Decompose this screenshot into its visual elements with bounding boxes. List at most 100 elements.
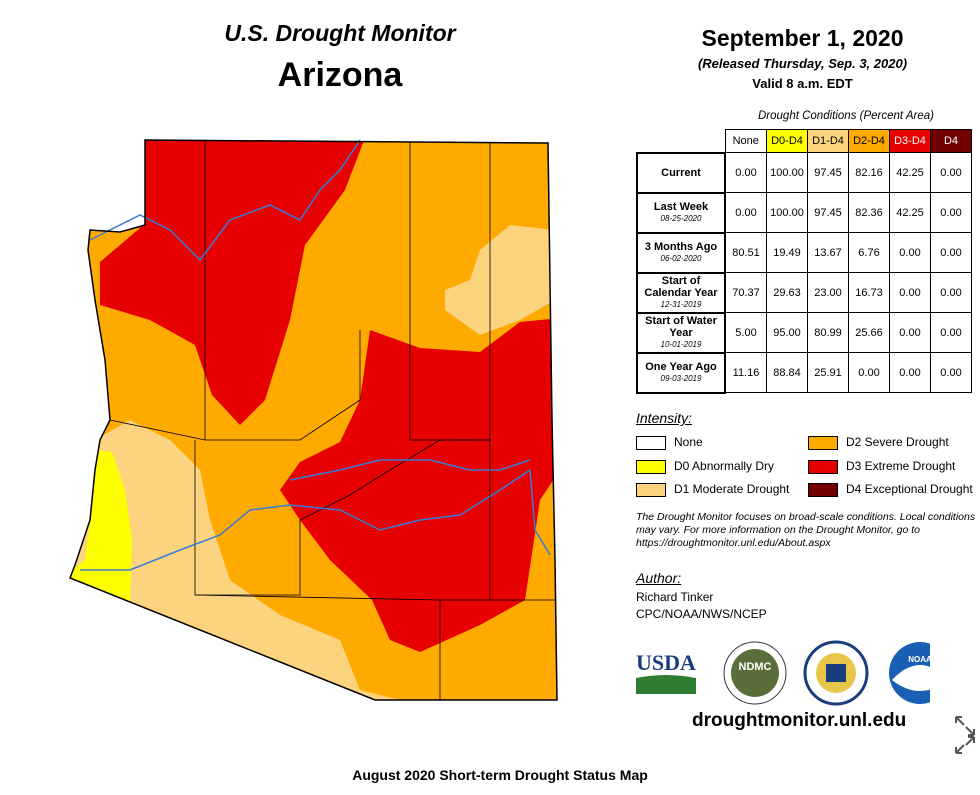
table-cell: 42.25 (889, 192, 931, 233)
d1-area (445, 225, 555, 335)
logos: USDA NDMC NOAA (636, 640, 930, 706)
expand-icon[interactable] (952, 713, 978, 755)
table-cell: 82.36 (848, 192, 890, 233)
legend-item: D3 Extreme Drought (808, 458, 955, 474)
caption: August 2020 Short-term Drought Status Ma… (352, 767, 648, 783)
legend-swatch (808, 435, 838, 450)
legend-swatch (808, 482, 838, 497)
noaa-logo: NOAA (889, 642, 930, 704)
table-cell: 88.84 (766, 352, 808, 393)
column-header: D0-D4 (766, 129, 808, 153)
legend-item: D1 Moderate Drought (636, 481, 789, 497)
logo-shape (731, 649, 779, 697)
table-cell: 29.63 (766, 272, 808, 313)
legend-title: Intensity: (636, 410, 693, 426)
column-header: D4 (930, 129, 972, 153)
table-cell: 100.00 (766, 192, 808, 233)
legend-label: D0 Abnormally Dry (674, 459, 775, 473)
county-line (194, 440, 301, 596)
column-header: None (724, 129, 767, 153)
row-label: Start of Water Year 10-01-2019 (636, 311, 726, 354)
table-cell: 6.76 (848, 232, 890, 273)
ndmc-logo: NDMC (723, 641, 787, 705)
state-name: Arizona (277, 56, 403, 94)
icon (955, 716, 975, 754)
row-date: 08-25-2020 (660, 213, 702, 223)
table-cell: 0.00 (848, 352, 890, 393)
title: U.S. Drought Monitor (224, 20, 456, 46)
legend-item: D4 Exceptional Drought (808, 481, 973, 497)
row-title: Last Week (653, 200, 709, 213)
map-date: September 1, 2020 (701, 25, 904, 51)
row-label: One Year Ago 09-03-2019 (636, 351, 726, 394)
table-cell: 0.00 (930, 232, 972, 273)
county-line (204, 140, 361, 441)
table-cell: 5.00 (724, 312, 767, 353)
table-cell: 80.99 (807, 312, 849, 353)
table-cell: 23.00 (807, 272, 849, 313)
table-row: Current 0.00 100.00 97.45 82.16 42.25 0.00 (636, 151, 972, 194)
logo-shape (636, 675, 696, 694)
row-date: 06-02-2020 (660, 253, 702, 263)
table-row: 3 Months Ago 06-02-2020 80.51 19.49 13.67 6.7… (636, 231, 972, 274)
table-cell: 19.49 (766, 232, 808, 273)
row-date: 09-03-2019 (660, 373, 702, 383)
logo-text: USDA (636, 650, 696, 675)
logo-text: NDMC (739, 661, 772, 673)
row-label: Start of Calendar Year 12-31-2019 (636, 271, 726, 314)
legend-swatch (808, 459, 838, 474)
table-cell: 0.00 (930, 152, 972, 193)
table-cell: 0.00 (889, 232, 931, 273)
table-cell: 0.00 (930, 312, 972, 353)
row-title: One Year Ago (645, 360, 717, 373)
d3-area (100, 140, 368, 425)
table-cell: 80.51 (724, 232, 767, 273)
logo-shape (826, 664, 846, 682)
legend-label: D1 Moderate Drought (674, 482, 790, 496)
table-cell: 13.67 (807, 232, 849, 273)
table-row: Last Week 08-25-2020 0.00 100.00 97.45 82.36 4… (636, 191, 972, 234)
column-header: D3-D4 (889, 129, 931, 153)
table-cell: 0.00 (889, 312, 931, 353)
table-cell: 0.00 (930, 192, 972, 233)
table-cell: 42.25 (889, 152, 931, 193)
table-cell: 0.00 (930, 272, 972, 313)
legend-label: None (674, 435, 703, 449)
table-cell: 100.00 (766, 152, 808, 193)
river (89, 139, 361, 262)
doc-seal (803, 640, 869, 706)
row-label: Last Week 08-25-2020 (636, 191, 726, 234)
legend-swatch (636, 482, 666, 497)
legend-swatch (636, 459, 666, 474)
website: droughtmonitor.unl.edu (692, 710, 907, 731)
row-title: 3 Months Ago (644, 240, 718, 253)
table-row: Start of Water Year 10-01-2019 5.00 95.00 80… (636, 311, 972, 354)
table-cell: 95.00 (766, 312, 808, 353)
corner-cell (637, 130, 725, 153)
valid-time: Valid 8 a.m. EDT (752, 76, 853, 91)
table-caption: Drought Conditions (Percent Area) (758, 110, 934, 122)
conditions-table: None D0-D4 D1-D4 D2-D4 D3-D4 D4 Current 0.00 100… (636, 129, 972, 394)
table-cell: 25.91 (807, 352, 849, 393)
county-lines (109, 140, 555, 700)
table-cell: 11.16 (724, 352, 767, 393)
legend-label: D3 Extreme Drought (846, 459, 956, 473)
table-cell: 0.00 (889, 272, 931, 313)
table-row: Start of Calendar Year 12-31-2019 70.37 29.… (636, 271, 972, 314)
d0-area (70, 450, 132, 605)
row-label: Current (636, 151, 726, 194)
legend-label: D4 Exceptional Drought (846, 482, 973, 496)
usda-logo: USDA (636, 650, 696, 694)
author-name: Richard Tinker (636, 590, 714, 604)
table-cell: 0.00 (724, 152, 767, 193)
row-title: Current (661, 166, 701, 179)
table-cell: 0.00 (930, 352, 972, 393)
drought-areas (70, 140, 557, 700)
column-header: D1-D4 (807, 129, 849, 153)
note: The Drought Monitor focuses on broad-sca… (636, 511, 976, 549)
river (80, 468, 551, 571)
table-cell: 97.45 (807, 192, 849, 233)
release-date: (Released Thursday, Sep. 3, 2020) (697, 56, 908, 71)
author-org: CPC/NOAA/NWS/NCEP (636, 607, 767, 621)
